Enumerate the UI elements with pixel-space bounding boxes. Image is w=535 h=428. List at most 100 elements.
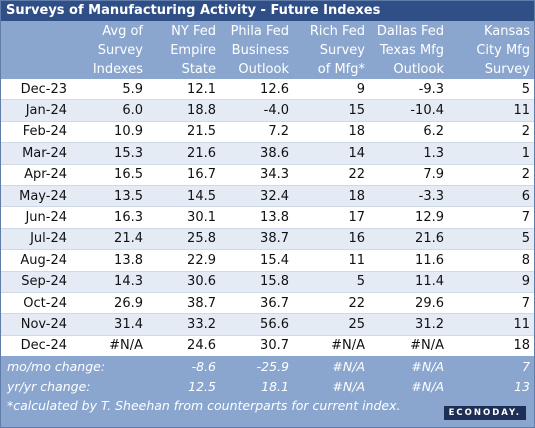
table-cell: 21.4 xyxy=(76,228,147,251)
table-cell: 7 xyxy=(448,292,534,315)
table-cell: 15 xyxy=(293,99,369,122)
row-date-label: Dec-23 xyxy=(20,81,67,97)
row-date-label: Apr-24 xyxy=(24,167,67,183)
row-date-label: Nov-24 xyxy=(20,316,67,332)
row-date: Dec-23 xyxy=(1,79,76,101)
row-date-label: Feb-24 xyxy=(22,124,67,140)
row-date: Jan-24 xyxy=(1,99,76,122)
row-date-label: Jun-24 xyxy=(25,210,67,226)
table-cell: 11.6 xyxy=(369,249,448,272)
table-cell: 38.7 xyxy=(147,292,220,315)
table-row: Jan-24 6.0 18.8 -4.0 15 -10.4 11 xyxy=(1,99,534,122)
table-cell: 6 xyxy=(448,185,534,208)
column-header: Rich Fed Survey of Mfg* xyxy=(293,21,369,79)
column-header-line: Kansas xyxy=(483,24,530,39)
table-cell: 25.8 xyxy=(147,228,220,251)
table-cell: 56.6 xyxy=(220,313,293,336)
table-cell: 5 xyxy=(448,228,534,251)
data-table: Avg of Survey Indexes NY Fed Empire State Phil… xyxy=(1,21,534,397)
table-cell: 11.4 xyxy=(369,271,448,293)
table-cell: 22 xyxy=(293,164,369,186)
table-cell: 5.9 xyxy=(76,79,147,101)
table-cell: 18 xyxy=(293,185,369,208)
row-date: Oct-24 xyxy=(1,292,76,315)
column-header-line: Survey xyxy=(97,43,143,58)
column-header-line: Texas Mfg xyxy=(379,43,444,58)
table-cell: 13.8 xyxy=(220,206,293,229)
summary-cell: #N/A xyxy=(369,356,448,377)
row-date-label: Mar-24 xyxy=(22,145,67,161)
table-cell: 36.7 xyxy=(220,292,293,315)
table-cell: 7.2 xyxy=(220,121,293,144)
table-cell: 18 xyxy=(448,335,534,357)
column-header-line: Empire xyxy=(170,43,216,58)
table-cell: 30.6 xyxy=(147,271,220,293)
header-corner xyxy=(1,21,76,79)
table-row: Oct-24 26.9 38.7 36.7 22 29.6 7 xyxy=(1,292,534,315)
column-header-line: NY Fed xyxy=(171,24,216,39)
summary-cell: 12.5 xyxy=(147,376,220,397)
table-cell: 30.7 xyxy=(220,335,293,357)
table-row: Dec-24 #N/A 24.6 30.7 #N/A #N/A 18 xyxy=(1,335,534,357)
table-cell: 7 xyxy=(448,206,534,229)
column-header-line: Indexes xyxy=(92,62,143,77)
column-header-line: Business xyxy=(231,43,289,58)
table-cell: 11 xyxy=(448,313,534,336)
table-cell: #N/A xyxy=(369,335,448,357)
table-cell: 13.5 xyxy=(76,185,147,208)
summary-cell: -8.6 xyxy=(147,356,220,377)
table-cell: 33.2 xyxy=(147,313,220,336)
column-header: Dallas Fed Texas Mfg Outlook xyxy=(369,21,448,79)
table-cell: -9.3 xyxy=(369,79,448,101)
table-row: Dec-23 5.9 12.1 12.6 9 -9.3 5 xyxy=(1,79,534,101)
table-cell: 16.7 xyxy=(147,164,220,186)
row-date-label: May-24 xyxy=(19,188,67,204)
column-header-line: State xyxy=(181,62,216,77)
row-date-label: Dec-24 xyxy=(20,338,67,354)
summary-cell: 7 xyxy=(448,356,534,377)
table-cell: 30.1 xyxy=(147,206,220,229)
table-cell: 16.3 xyxy=(76,206,147,229)
table-cell: 21.6 xyxy=(147,142,220,165)
table-cell: 1 xyxy=(448,142,534,165)
column-header-line: of Mfg* xyxy=(317,62,365,77)
table-cell: 16.5 xyxy=(76,164,147,186)
table-cell: 32.4 xyxy=(220,185,293,208)
row-date: Mar-24 xyxy=(1,142,76,165)
column-header: Kansas City Mfg Survey xyxy=(448,21,534,79)
table-row: Aug-24 13.8 22.9 15.4 11 11.6 8 xyxy=(1,249,534,272)
table-row: Jun-24 16.3 30.1 13.8 17 12.9 7 xyxy=(1,206,534,229)
summary-cell: #N/A xyxy=(293,376,369,397)
table-cell: 14 xyxy=(293,142,369,165)
table-row: Sep-24 14.3 30.6 15.8 5 11.4 9 xyxy=(1,271,534,293)
table-cell: 6.0 xyxy=(76,99,147,122)
table-cell: 5 xyxy=(448,79,534,101)
table-cell: 38.6 xyxy=(220,142,293,165)
table-cell: #N/A xyxy=(76,335,147,357)
table-cell: 14.5 xyxy=(147,185,220,208)
table-cell: 31.2 xyxy=(369,313,448,336)
row-date-label: Jan-24 xyxy=(25,103,67,119)
table-cell: 15.4 xyxy=(220,249,293,272)
summary-label: mo/mo change: xyxy=(1,356,147,377)
table-cell: 5 xyxy=(293,271,369,293)
column-header-line: Rich Fed xyxy=(309,24,365,39)
table-cell: 12.9 xyxy=(369,206,448,229)
table-cell: 15.3 xyxy=(76,142,147,165)
table-cell: 15.8 xyxy=(220,271,293,293)
table-cell: 17 xyxy=(293,206,369,229)
row-date: May-24 xyxy=(1,185,76,208)
table-cell: 11 xyxy=(448,99,534,122)
column-header-line: Outlook xyxy=(238,62,289,77)
row-date: Sep-24 xyxy=(1,271,76,293)
footnote: *calculated by T. Sheehan from counterpa… xyxy=(7,398,401,414)
column-header-line: City Mfg xyxy=(476,43,530,58)
table-header: Avg of Survey Indexes NY Fed Empire State Phil… xyxy=(1,21,534,79)
column-header-line: Phila Fed xyxy=(230,24,289,39)
summary-cell: #N/A xyxy=(293,356,369,377)
table-cell: -4.0 xyxy=(220,99,293,122)
table-cell: 9 xyxy=(448,271,534,293)
row-date-label: Jul-24 xyxy=(30,231,67,247)
table-summary: mo/mo change: -8.6 -25.9 #N/A #N/A 7 yr/yr cha… xyxy=(1,356,534,397)
table-row: Mar-24 15.3 21.6 38.6 14 1.3 1 xyxy=(1,142,534,165)
